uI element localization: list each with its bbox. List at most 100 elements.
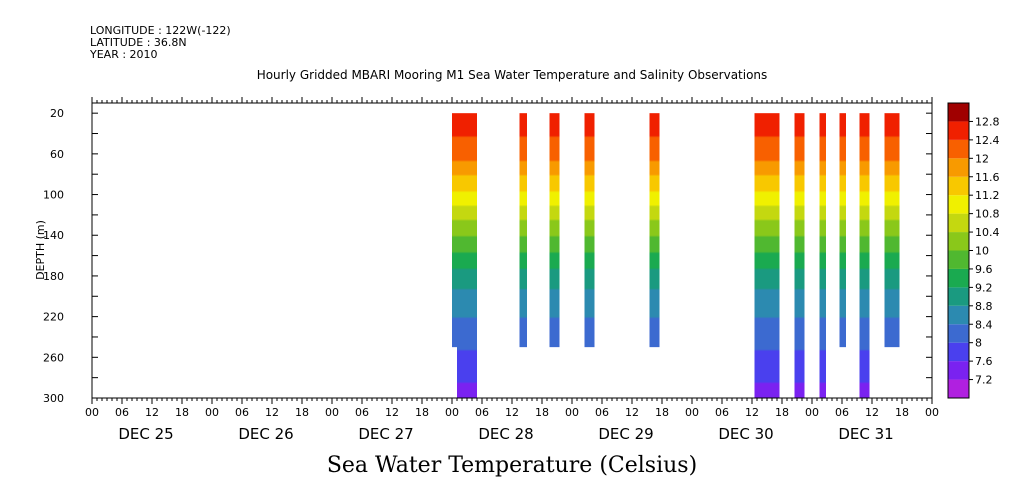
x-day-label: DEC 29: [598, 425, 653, 443]
x-tick-label: 12: [505, 406, 519, 419]
data-band-11: [884, 113, 900, 348]
colorbar-swatch: [948, 342, 969, 362]
y-tick-label: 260: [43, 351, 64, 364]
x-tick-label: 18: [295, 406, 309, 419]
x-axis: 00 06 12 18 00 06 12 18 00 06 12 18 00 06 12 18 00 06 12 18…: [85, 97, 939, 443]
colorbar-swatch: [948, 287, 969, 306]
colorbar-label: 8.4: [975, 318, 993, 331]
x-tick-label: 00: [805, 406, 819, 419]
colorbar-label: 12: [975, 152, 989, 165]
y-tick-label: 220: [43, 311, 64, 324]
data-bands: [452, 113, 900, 398]
chart-title: Hourly Gridded MBARI Mooring M1 Sea Wate…: [256, 68, 768, 82]
longitude-label: LONGITUDE : 122W(-122): [90, 24, 231, 37]
colorbar-swatch: [948, 121, 969, 140]
x-tick-label: 12: [385, 406, 399, 419]
data-band-1: [457, 113, 477, 398]
x-tick-label: 00: [445, 406, 459, 419]
x-tick-label: 18: [535, 406, 549, 419]
data-band-2: [519, 113, 527, 348]
x-tick-label: 12: [745, 406, 759, 419]
colorbar-swatch: [948, 158, 969, 177]
x-tick-label: 06: [595, 406, 609, 419]
data-band-0: [452, 113, 457, 348]
y-tick-label: 300: [43, 392, 64, 405]
x-tick-label: 06: [475, 406, 489, 419]
x-tick-label: 00: [565, 406, 579, 419]
x-tick-label: 00: [205, 406, 219, 419]
y-tick-label: 60: [50, 148, 64, 161]
colorbar-swatch: [948, 361, 969, 380]
colorbar-label: 7.6: [975, 355, 993, 368]
data-band-8: [819, 113, 826, 398]
x-tick-label: 06: [115, 406, 129, 419]
colorbar-swatch: [948, 379, 969, 398]
x-tick-label: 18: [175, 406, 189, 419]
x-day-label: DEC 28: [478, 425, 533, 443]
latitude-label: LATITUDE : 36.8N: [90, 36, 187, 49]
x-tick-label: 12: [265, 406, 279, 419]
data-band-10: [859, 113, 870, 398]
colorbar-label: 12.4: [975, 134, 1000, 147]
colorbar-label: 10: [975, 245, 989, 258]
x-tick-label: 18: [895, 406, 909, 419]
colorbar-label: 9.2: [975, 281, 993, 294]
colorbar-label: 8.8: [975, 300, 993, 313]
y-tick-label: 180: [43, 270, 64, 283]
colorbar-swatch: [948, 103, 969, 122]
colorbar-label: 11.2: [975, 189, 1000, 202]
colorbar-swatch: [948, 324, 969, 343]
x-tick-label: 12: [625, 406, 639, 419]
y-tick-label: 100: [43, 189, 64, 202]
x-day-label: DEC 25: [118, 425, 173, 443]
colorbar-title: Sea Water Temperature (Celsius): [326, 453, 698, 478]
y-tick-label: 20: [50, 107, 64, 120]
colorbar-label: 10.4: [975, 226, 1000, 239]
colorbar-swatch: [948, 268, 969, 288]
colorbar-label: 8: [975, 337, 982, 350]
x-tick-label: 00: [325, 406, 339, 419]
y-axis-label: DEPTH (m): [34, 220, 47, 280]
colorbar-swatch: [948, 305, 969, 325]
colorbar-label: 10.8: [975, 208, 1000, 221]
x-tick-label: 06: [715, 406, 729, 419]
colorbar-label: 12.8: [975, 115, 1000, 128]
colorbar-swatch: [948, 232, 969, 251]
data-band-3: [549, 113, 560, 348]
colorbar-swatch: [948, 139, 969, 159]
x-tick-label: 00: [85, 406, 99, 419]
colorbar-label: 11.6: [975, 171, 1000, 184]
colorbar-label: 7.2: [975, 374, 993, 387]
x-tick-label: 12: [865, 406, 879, 419]
x-tick-label: 12: [145, 406, 159, 419]
plot-frame: [91, 102, 933, 399]
y-axis: 20 60 100 140 180 220 260 300: [43, 107, 932, 405]
data-band-5: [649, 113, 660, 348]
x-tick-label: 06: [235, 406, 249, 419]
y-tick-label: 140: [43, 229, 64, 242]
data-band-6: [754, 113, 780, 398]
colorbar-swatch: [948, 213, 969, 233]
x-day-label: DEC 30: [718, 425, 773, 443]
colorbar: 7.2 7.6 8 8.4 8.8 9.2 9.6 10 10.4 10.8 11.2 11.6 12 1…: [947, 102, 1000, 399]
x-day-label: DEC 26: [238, 425, 293, 443]
year-label: YEAR : 2010: [90, 48, 158, 61]
colorbar-swatch: [948, 176, 969, 196]
x-day-label: DEC 27: [358, 425, 413, 443]
x-day-label: DEC 31: [838, 425, 893, 443]
colorbar-swatch: [948, 250, 969, 269]
data-band-9: [839, 113, 846, 348]
x-tick-label: 06: [355, 406, 369, 419]
x-tick-label: 00: [925, 406, 939, 419]
x-tick-label: 06: [835, 406, 849, 419]
data-band-7: [794, 113, 805, 398]
x-tick-label: 18: [655, 406, 669, 419]
colorbar-swatch: [948, 195, 969, 214]
colorbar-label: 9.6: [975, 263, 993, 276]
x-tick-label: 18: [775, 406, 789, 419]
x-tick-label: 00: [685, 406, 699, 419]
data-band-4: [584, 113, 595, 348]
x-tick-label: 18: [415, 406, 429, 419]
plot-border: [91, 102, 933, 399]
